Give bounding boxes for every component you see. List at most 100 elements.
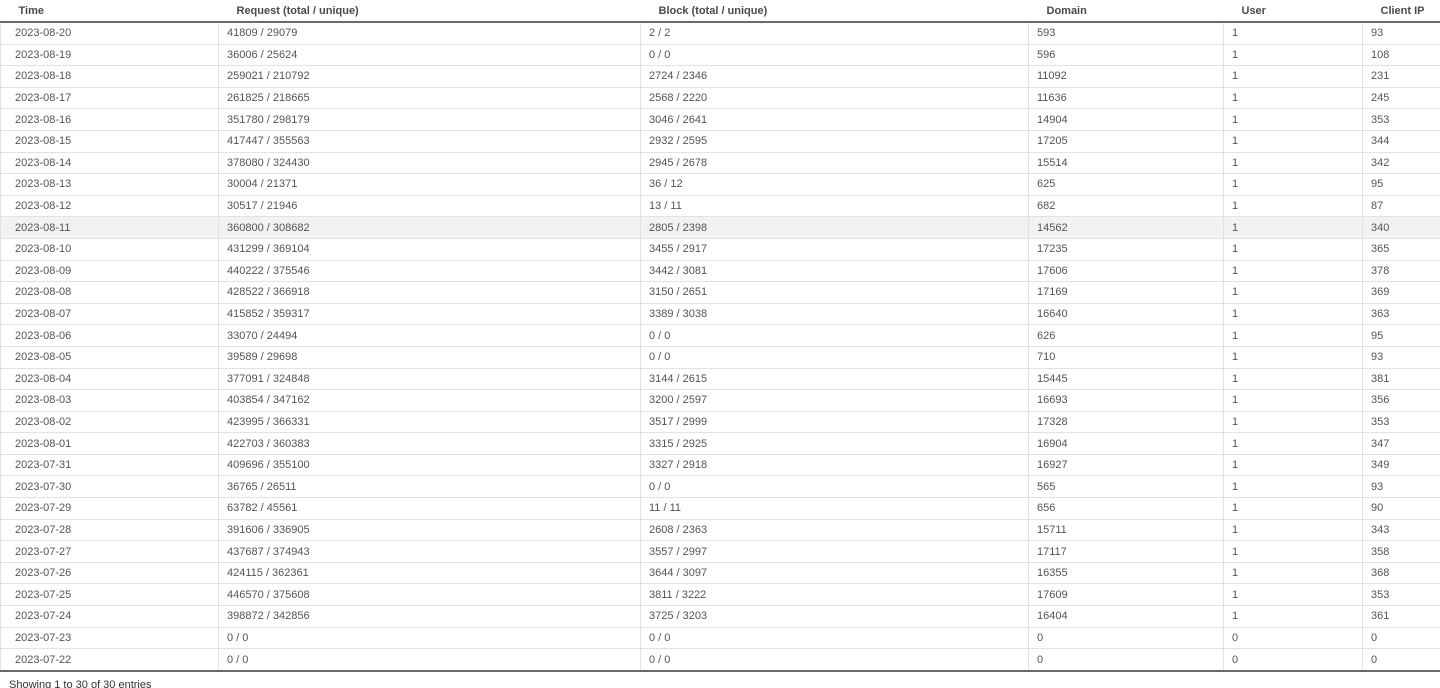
cell-client_ip: 349 — [1362, 453, 1440, 477]
cell-request: 30517 / 21946 — [218, 194, 641, 218]
cell-client_ip: 358 — [1362, 540, 1440, 563]
cell-user: 0 — [1223, 626, 1363, 650]
cell-time: 2023-07-22 — [0, 648, 219, 672]
cell-block: 3315 / 2925 — [640, 432, 1029, 455]
table-row[interactable]: 2023-08-18 259021 / 210792 2724 / 2346 1109… — [0, 65, 1440, 88]
cell-block: 3725 / 3203 — [640, 605, 1029, 628]
cell-time: 2023-08-04 — [0, 367, 219, 391]
cell-block: 3517 / 2999 — [640, 410, 1029, 434]
cell-domain: 15514 — [1028, 151, 1224, 175]
table-row[interactable]: 2023-07-28 391606 / 336905 2608 / 2363 1571… — [0, 518, 1440, 542]
cell-domain: 626 — [1028, 324, 1224, 347]
table-row[interactable]: 2023-08-13 30004 / 21371 36 / 12 625 1 95 — [0, 173, 1440, 196]
cell-client_ip: 108 — [1362, 43, 1440, 67]
cell-user: 1 — [1223, 259, 1363, 283]
cell-block: 3150 / 2651 — [640, 281, 1029, 304]
cell-user: 1 — [1223, 540, 1363, 563]
table-row[interactable]: 2023-08-16 351780 / 298179 3046 / 2641 1490… — [0, 108, 1440, 131]
table-row[interactable]: 2023-08-05 39589 / 29698 0 / 0 710 1 93 — [0, 345, 1440, 369]
cell-user: 1 — [1223, 151, 1363, 175]
table-row[interactable]: 2023-08-02 423995 / 366331 3517 / 2999 1732… — [0, 410, 1440, 434]
cell-block: 0 / 0 — [640, 345, 1029, 369]
cell-user: 1 — [1223, 605, 1363, 628]
table-row[interactable]: 2023-08-04 377091 / 324848 3144 / 2615 1544… — [0, 367, 1440, 391]
cell-block: 0 / 0 — [640, 475, 1029, 499]
table-row[interactable]: 2023-07-25 446570 / 375608 3811 / 3222 1760… — [0, 583, 1440, 607]
table-row[interactable]: 2023-07-27 437687 / 374943 3557 / 2997 1711… — [0, 540, 1440, 563]
cell-user: 1 — [1223, 497, 1363, 520]
cell-request: 403854 / 347162 — [218, 389, 641, 412]
cell-block: 0 / 0 — [640, 626, 1029, 650]
cell-user: 1 — [1223, 281, 1363, 304]
cell-block: 3811 / 3222 — [640, 583, 1029, 607]
cell-domain: 17235 — [1028, 237, 1224, 261]
cell-request: 431299 / 369104 — [218, 237, 641, 261]
cell-domain: 593 — [1028, 21, 1224, 45]
cell-block: 0 / 0 — [640, 324, 1029, 347]
cell-block: 2 / 2 — [640, 21, 1029, 45]
table-row[interactable]: 2023-08-09 440222 / 375546 3442 / 3081 1760… — [0, 259, 1440, 283]
table-row[interactable]: 2023-08-12 30517 / 21946 13 / 11 682 1 87 — [0, 194, 1440, 218]
cell-time: 2023-08-07 — [0, 302, 219, 326]
cell-time: 2023-08-06 — [0, 324, 219, 347]
column-header-block[interactable]: Block (total / unique) — [640, 0, 1029, 23]
cell-user: 1 — [1223, 561, 1363, 585]
table-row[interactable]: 2023-08-03 403854 / 347162 3200 / 2597 1669… — [0, 389, 1440, 412]
cell-client_ip: 344 — [1362, 129, 1440, 153]
table-body: 2023-08-20 41809 / 29079 2 / 2 593 1 93 2023-0… — [0, 21, 1440, 672]
table-row[interactable]: 2023-08-15 417447 / 355563 2932 / 2595 1720… — [0, 129, 1440, 153]
cell-domain: 710 — [1028, 345, 1224, 369]
cell-block: 3442 / 3081 — [640, 259, 1029, 283]
cell-block: 2608 / 2363 — [640, 518, 1029, 542]
cell-time: 2023-08-05 — [0, 345, 219, 369]
cell-request: 30004 / 21371 — [218, 173, 641, 196]
column-header-request[interactable]: Request (total / unique) — [218, 0, 641, 23]
cell-time: 2023-07-24 — [0, 605, 219, 628]
column-header-user[interactable]: User — [1223, 0, 1363, 23]
cell-block: 0 / 0 — [640, 648, 1029, 672]
cell-request: 391606 / 336905 — [218, 518, 641, 542]
cell-client_ip: 231 — [1362, 65, 1440, 88]
table-row[interactable]: 2023-08-11 360800 / 308682 2805 / 2398 1456… — [0, 216, 1440, 239]
cell-time: 2023-08-08 — [0, 281, 219, 304]
table-row[interactable]: 2023-08-10 431299 / 369104 3455 / 2917 1723… — [0, 237, 1440, 261]
cell-client_ip: 93 — [1362, 21, 1440, 45]
table-row[interactable]: 2023-08-07 415852 / 359317 3389 / 3038 1664… — [0, 302, 1440, 326]
cell-request: 360800 / 308682 — [218, 216, 641, 239]
cell-domain: 656 — [1028, 497, 1224, 520]
column-header-client-ip[interactable]: Client IP — [1362, 0, 1440, 23]
cell-block: 3327 / 2918 — [640, 453, 1029, 477]
table-row[interactable]: 2023-07-30 36765 / 26511 0 / 0 565 1 93 — [0, 475, 1440, 499]
table-row[interactable]: 2023-07-31 409696 / 355100 3327 / 2918 1692… — [0, 453, 1440, 477]
cell-client_ip: 365 — [1362, 237, 1440, 261]
table-row[interactable]: 2023-08-17 261825 / 218665 2568 / 2220 1163… — [0, 86, 1440, 110]
table-row[interactable]: 2023-08-14 378080 / 324430 2945 / 2678 1551… — [0, 151, 1440, 175]
column-header-domain[interactable]: Domain — [1028, 0, 1224, 23]
cell-user: 1 — [1223, 237, 1363, 261]
cell-user: 1 — [1223, 86, 1363, 110]
cell-request: 424115 / 362361 — [218, 561, 641, 585]
cell-client_ip: 368 — [1362, 561, 1440, 585]
cell-request: 409696 / 355100 — [218, 453, 641, 477]
table-row[interactable]: 2023-07-24 398872 / 342856 3725 / 3203 1640… — [0, 605, 1440, 628]
cell-user: 0 — [1223, 648, 1363, 672]
table-row[interactable]: 2023-08-19 36006 / 25624 0 / 0 596 1 108 — [0, 43, 1440, 67]
cell-domain: 16640 — [1028, 302, 1224, 326]
cell-client_ip: 0 — [1362, 626, 1440, 650]
cell-time: 2023-07-26 — [0, 561, 219, 585]
table-row[interactable]: 2023-08-01 422703 / 360383 3315 / 2925 1690… — [0, 432, 1440, 455]
table-row[interactable]: 2023-08-08 428522 / 366918 3150 / 2651 1716… — [0, 281, 1440, 304]
table-row[interactable]: 2023-08-06 33070 / 24494 0 / 0 626 1 95 — [0, 324, 1440, 347]
table-row[interactable]: 2023-07-26 424115 / 362361 3644 / 3097 1635… — [0, 561, 1440, 585]
cell-block: 3644 / 3097 — [640, 561, 1029, 585]
cell-user: 1 — [1223, 367, 1363, 391]
column-header-time[interactable]: Time — [0, 0, 219, 23]
cell-time: 2023-08-18 — [0, 65, 219, 88]
cell-client_ip: 356 — [1362, 389, 1440, 412]
cell-time: 2023-07-27 — [0, 540, 219, 563]
cell-block: 13 / 11 — [640, 194, 1029, 218]
table-row[interactable]: 2023-08-20 41809 / 29079 2 / 2 593 1 93 — [0, 21, 1440, 45]
table-row[interactable]: 2023-07-29 63782 / 45561 11 / 11 656 1 90 — [0, 497, 1440, 520]
